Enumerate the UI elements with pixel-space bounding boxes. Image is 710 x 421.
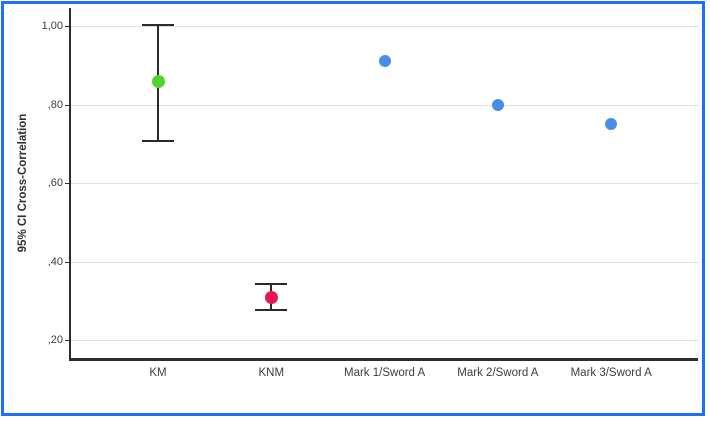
y-tick-mark [65,183,69,185]
data-point [605,118,618,131]
y-gridline [71,183,698,185]
data-point [151,74,165,88]
y-tick-label: 1,00 [41,20,63,32]
x-category-label: KM [149,367,167,379]
y-axis-title: 95% CI Cross-Correlation [17,113,29,253]
y-gridline [71,104,698,106]
x-category-label: Mark 2/Sword A [457,367,539,379]
x-category-label: KNM [258,367,285,379]
x-category-label: Mark 3/Sword A [570,367,652,379]
x-axis-line [69,358,698,361]
y-tick-mark [65,26,69,27]
y-gridline [71,261,698,263]
y-gridline [71,340,698,342]
error-bar-cap-bottom [255,308,288,311]
y-tick-label: ,80 [47,98,63,111]
data-point [378,55,391,68]
error-bar-cap-top [255,283,288,286]
x-category-label: Mark 1/Sword A [344,367,426,379]
error-bar-cap-bottom [142,139,174,142]
y-tick-label: ,40 [47,255,63,268]
y-tick-mark [65,104,69,106]
y-tick-label: ,20 [47,334,63,347]
data-point [264,290,278,304]
y-tick-mark [65,261,69,263]
y-tick-mark [65,340,69,342]
error-bar-cap-top [142,24,174,26]
y-axis-line [69,8,71,361]
data-point [491,98,504,111]
y-gridline [71,26,698,27]
y-tick-label: ,60 [47,177,63,190]
